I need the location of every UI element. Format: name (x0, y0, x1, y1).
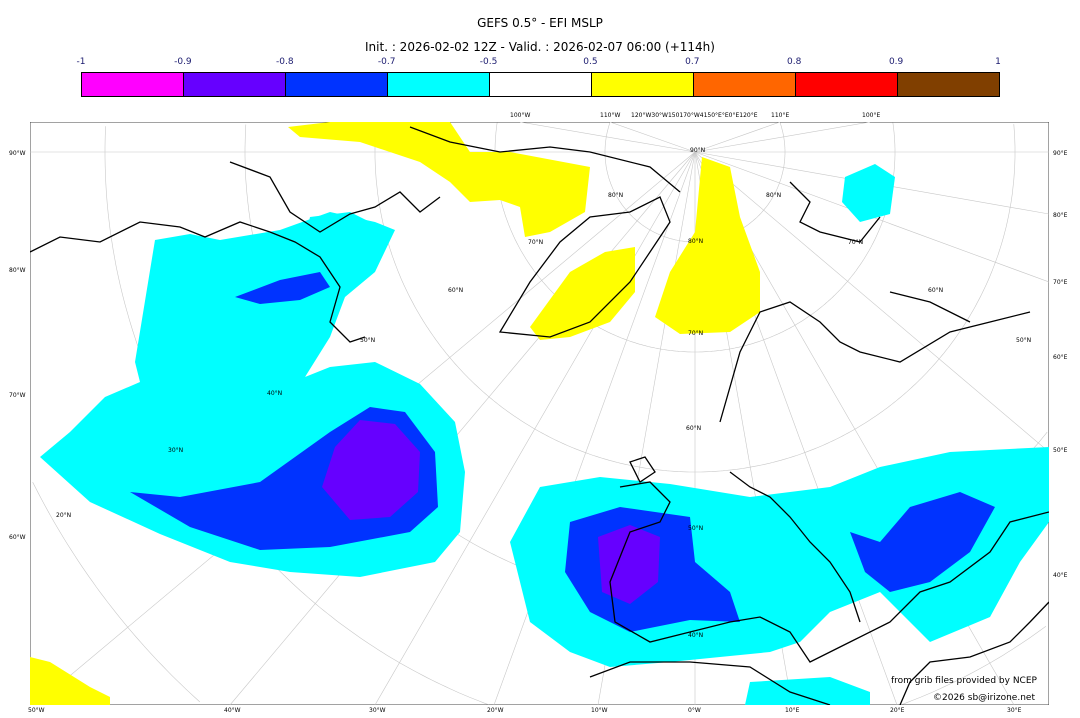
axis-label: 110°E (771, 112, 790, 119)
latitude-circle (1013, 124, 1016, 152)
colorbar-segment (694, 73, 796, 96)
colorbar-segment (286, 73, 388, 96)
axis-label: 10°W (591, 707, 608, 714)
axis-label: 70°E (1053, 279, 1068, 286)
colorbar-tick-label: 0.5 (583, 57, 598, 67)
axis-label: 70°W (9, 392, 26, 399)
graticule-labels: 90°N 80°N 70°N 60°N 50°N 40°N 30°N 20°N … (56, 147, 1031, 639)
grid-label: 50°N (360, 337, 375, 344)
latitude-circle (604, 122, 786, 243)
axis-label: 50°W (28, 707, 45, 714)
colorbar-segment (490, 73, 592, 96)
map-area: 90°N 80°N 70°N 60°N 50°N 40°N 30°N 20°N … (30, 122, 1049, 705)
copyright-text: ©2026 sb@irizone.net (933, 693, 1035, 703)
latitude-circle (779, 122, 786, 152)
data-source-credit: from grib files provided by NCEP (891, 676, 1037, 686)
axis-label: 120°W30°W150170°W4150°E°E0°E120°E (631, 112, 758, 119)
colorbar-segment (388, 73, 490, 96)
grid-label: 30°N (168, 447, 183, 454)
efi-area-yellow-pole (655, 157, 760, 334)
axis-label: 90°E (1053, 150, 1068, 157)
axis-label: 10°E (785, 707, 800, 714)
colorbar-segment (82, 73, 184, 96)
efi-area-yellow-greenland (530, 247, 635, 340)
latitude-circle (892, 122, 896, 152)
chart-title: GEFS 0.5° - EFI MSLP (477, 16, 603, 30)
axis-label: 40°W (224, 707, 241, 714)
colorbar (81, 72, 1000, 97)
colorbar-tick-label: -0.5 (479, 57, 498, 67)
efi-area-cyan-north-canada (300, 212, 390, 282)
grid-label: 60°N (686, 425, 701, 432)
grid-label: 20°N (56, 512, 71, 519)
grid-label: 80°N (766, 192, 781, 199)
grid-label: 80°N (608, 192, 623, 199)
efi-area-blue-labrador (235, 272, 330, 304)
axis-label: 110°W (600, 112, 621, 119)
axis-label: 20°E (890, 707, 905, 714)
colorbar-tick-label: 0.9 (888, 57, 904, 67)
colorbar-tick-label: -0.9 (174, 57, 192, 67)
colorbar-tick-label: -0.7 (377, 57, 396, 67)
grid-label: 70°N (688, 330, 703, 337)
grid-label: 40°N (267, 390, 282, 397)
axis-label: 50°E (1053, 447, 1068, 454)
axis-label: 90°W (9, 150, 26, 157)
grid-label: 60°N (928, 287, 943, 294)
axis-label: 20°W (487, 707, 504, 714)
grid-label: 90°N (690, 147, 705, 154)
latitude-circle (494, 122, 896, 353)
chart-subtitle: Init. : 2026-02-02 12Z - Valid. : 2026-0… (365, 40, 715, 54)
efi-area-purple-west (322, 420, 420, 520)
axis-label: 30°E (1007, 707, 1022, 714)
axis-label: 60°E (1053, 354, 1068, 361)
axis-label: 60°W (9, 534, 26, 541)
efi-fields (30, 122, 1049, 705)
colorbar-tick-label: 1 (995, 57, 1001, 67)
grid-label: 70°N (848, 239, 863, 246)
colorbar-segment (592, 73, 694, 96)
colorbar-segment (898, 73, 999, 96)
efi-area-yellow-arctic (288, 122, 590, 237)
axis-label: 0°W (688, 707, 701, 714)
latitude-circle (32, 482, 201, 703)
axis-label: 80°E (1053, 212, 1068, 219)
grid-label: 50°N (688, 525, 703, 532)
coastlines (30, 126, 1049, 705)
grid-label: 40°N (688, 632, 703, 639)
axis-label: 40°E (1053, 572, 1068, 579)
latitude-circle (374, 124, 1016, 473)
colorbar-segment (184, 73, 286, 96)
grid-label: 50°N (1016, 337, 1031, 344)
colorbar-tick-label: 0.7 (685, 57, 700, 67)
colorbar-tick-label: 0.8 (787, 57, 802, 67)
grid-label: 80°N (688, 238, 703, 245)
colorbar-tick-label: -1 (76, 57, 86, 67)
grid-label: 70°N (528, 239, 543, 246)
latitude-circle (901, 626, 1047, 705)
colorbar-tick-label: -0.8 (275, 57, 294, 67)
axis-label: 30°W (369, 707, 386, 714)
efi-area-yellow-southwest (30, 657, 110, 705)
axis-label: 100°W (510, 112, 531, 119)
grid-label: 60°N (448, 287, 463, 294)
efi-area-cyan-siberia (842, 164, 895, 222)
axis-label: 100°E (862, 112, 881, 119)
efi-area-purple-iberia (598, 525, 660, 604)
colorbar-segment (796, 73, 898, 96)
axis-label: 80°W (9, 267, 26, 274)
efi-area-blue-balkans (850, 492, 995, 592)
